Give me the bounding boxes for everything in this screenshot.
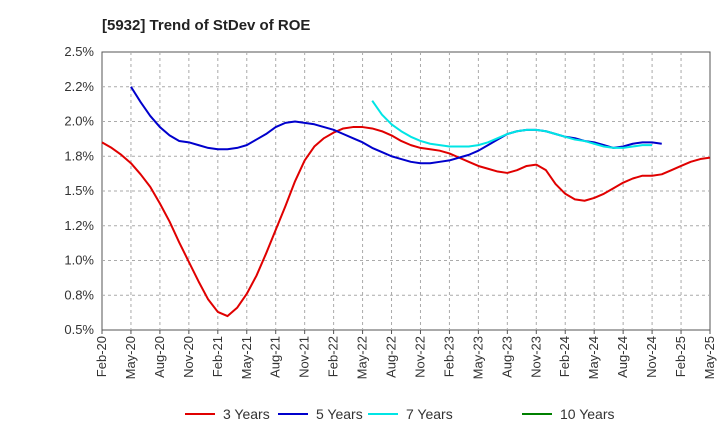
x-tick-label: Aug-21 — [268, 336, 283, 378]
y-tick-label: 1.8% — [64, 148, 94, 163]
x-tick-label: Nov-22 — [412, 336, 427, 378]
x-tick-label: May-23 — [470, 336, 485, 379]
x-tick-label: May-21 — [239, 336, 254, 379]
x-tick-label: Aug-24 — [615, 336, 630, 378]
x-tick-label: Nov-23 — [528, 336, 543, 378]
x-tick-label: May-24 — [586, 336, 601, 379]
y-tick-label: 1.5% — [64, 183, 94, 198]
legend-label: 7 Years — [406, 406, 453, 422]
y-tick-label: 2.0% — [64, 114, 94, 129]
x-axis-ticks: Feb-20 May-20 Aug-20 Nov-20 Feb-21 May-21 Aug-… — [94, 330, 717, 379]
y-tick-label: 2.2% — [64, 79, 94, 94]
series-lines — [101, 86, 711, 318]
y-tick-label: 0.5% — [64, 322, 94, 337]
x-tick-label: Feb-22 — [326, 336, 341, 377]
x-tick-label: Aug-23 — [499, 336, 514, 378]
y-tick-label: 0.8% — [64, 287, 94, 302]
x-tick-label: Feb-21 — [210, 336, 225, 377]
series-line-7-years — [371, 100, 653, 149]
x-tick-label: Feb-23 — [441, 336, 456, 377]
y-tick-label: 2.5% — [64, 44, 94, 59]
x-tick-label: May-25 — [702, 336, 717, 379]
legend-label: 3 Years — [223, 406, 270, 422]
y-tick-label: 1.0% — [64, 253, 94, 268]
x-tick-label: Aug-20 — [152, 336, 167, 378]
legend-label: 5 Years — [316, 406, 363, 422]
y-tick-label: 1.2% — [64, 218, 94, 233]
chart-title: [5932] Trend of StDev of ROE — [102, 17, 310, 34]
series-line-5-years — [130, 86, 662, 165]
x-tick-label: Feb-24 — [557, 336, 572, 377]
x-tick-label: Nov-20 — [181, 336, 196, 378]
y-axis-ticks: 0.5% 0.8% 1.0% 1.2% 1.5% 1.8% 2.0% 2.2% 2.5% — [64, 44, 94, 337]
series-line-3-years — [101, 126, 711, 318]
x-tick-label: Feb-20 — [94, 336, 109, 377]
x-tick-label: Nov-24 — [644, 336, 659, 378]
x-tick-label: May-20 — [123, 336, 138, 379]
x-tick-label: Aug-22 — [384, 336, 399, 378]
x-tick-label: May-22 — [355, 336, 370, 379]
x-tick-label: Feb-25 — [673, 336, 688, 377]
x-tick-label: Nov-21 — [297, 336, 312, 378]
legend: 3 Years 5 Years 7 Years 10 Years — [185, 406, 615, 422]
legend-label: 10 Years — [560, 406, 615, 422]
